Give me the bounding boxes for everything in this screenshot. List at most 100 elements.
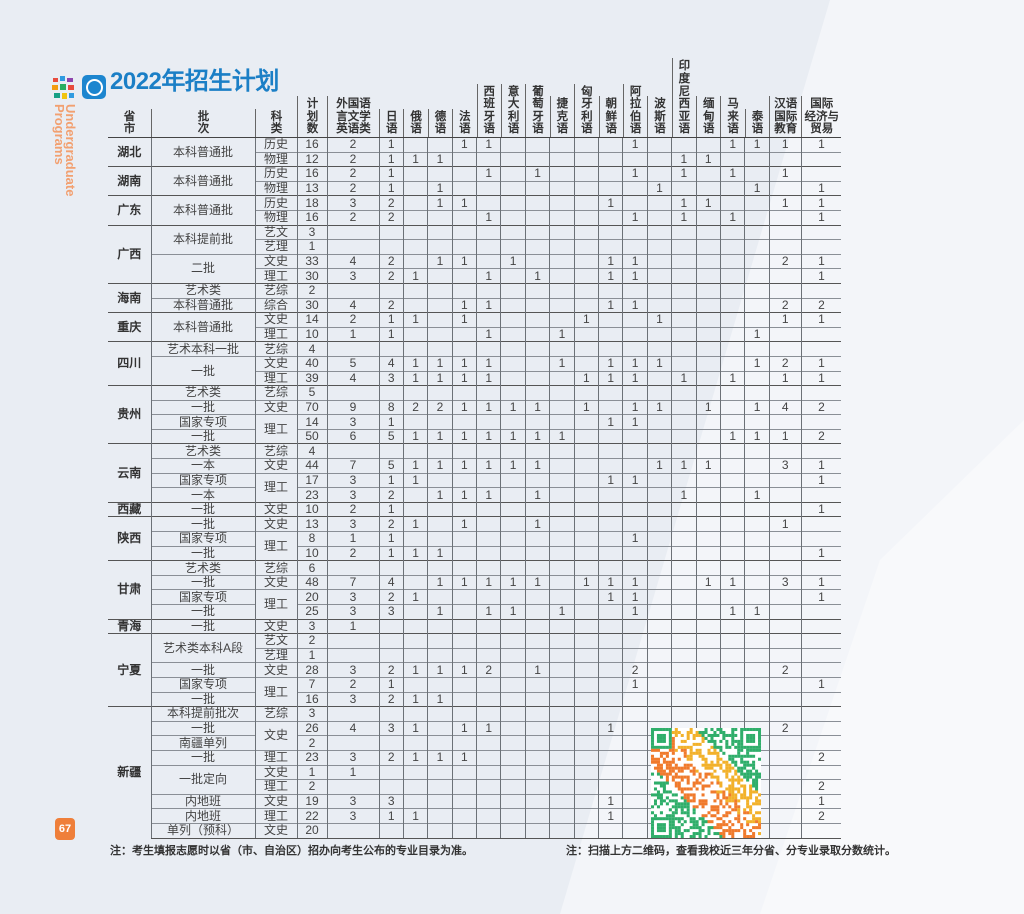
quota-cell: 1 — [719, 604, 745, 620]
quota-cell — [695, 676, 721, 693]
qr-module — [734, 787, 738, 791]
quota-cell — [671, 137, 697, 153]
quota-cell — [800, 531, 842, 547]
column-header-label: 批 次 — [151, 108, 255, 137]
qr-module — [737, 769, 741, 773]
quota-cell — [598, 647, 623, 663]
qr-module — [740, 760, 744, 764]
qr-module — [752, 784, 756, 788]
quota-cell — [695, 224, 721, 240]
quota-cell — [500, 545, 526, 561]
qr-module — [653, 814, 658, 818]
qr-module — [689, 745, 693, 749]
quota-cell — [719, 282, 745, 299]
column-header-label: 朝 鲜 语 — [598, 96, 623, 137]
quota-cell — [622, 647, 648, 663]
qr-module — [728, 733, 732, 737]
qr-module — [710, 814, 714, 818]
quota-cell — [549, 808, 575, 824]
quota-cell — [646, 370, 672, 386]
qr-module — [707, 826, 711, 830]
quota-cell — [573, 297, 599, 313]
quota-cell — [622, 239, 648, 255]
quota-cell — [768, 560, 802, 576]
quota-cell — [768, 793, 802, 809]
qr-module — [704, 784, 708, 788]
quota-cell — [744, 209, 770, 226]
quota-cell: 1 — [744, 326, 770, 342]
qr-module — [683, 805, 687, 809]
qr-module — [707, 763, 711, 767]
quota-cell — [524, 297, 550, 313]
qr-code[interactable] — [651, 728, 761, 838]
quota-cell — [402, 560, 428, 576]
quota-cell — [451, 531, 477, 547]
qr-module — [668, 736, 672, 740]
quota-cell: 1 — [524, 268, 550, 284]
qr-module — [656, 805, 660, 809]
quota-cell — [451, 764, 477, 780]
qr-module — [758, 757, 761, 761]
qr-module — [674, 811, 678, 815]
qr-module — [689, 728, 693, 732]
quota-cell — [500, 166, 526, 182]
quota-cell — [744, 414, 770, 430]
table-row: 二批 文史 33 4 2 1 1 1 1 1 2 1 — [108, 253, 842, 284]
quota-cell: 1 — [744, 487, 770, 503]
qr-module — [749, 775, 753, 779]
qr-module — [668, 790, 672, 794]
quota-cell — [573, 458, 599, 474]
quota-cell — [671, 399, 697, 415]
qr-module — [665, 802, 669, 806]
qr-module — [659, 793, 663, 797]
qr-module — [731, 835, 735, 838]
qr-module — [722, 829, 726, 833]
quota-cell — [451, 676, 477, 693]
quota-cell: 1 — [402, 458, 428, 474]
quota-cell: 1 — [800, 180, 842, 196]
quota-cell — [719, 297, 745, 313]
quota-cell: 2 — [800, 399, 842, 415]
qr-module — [689, 757, 693, 761]
plan-total-cell: 13 — [296, 180, 327, 196]
quota-cell — [695, 428, 721, 444]
quota-cell — [427, 268, 453, 284]
column-header: 省 市 — [108, 55, 151, 138]
table-row: 宁夏 艺术类本科A段 艺文 2 — [108, 633, 842, 707]
quota-cell — [744, 545, 770, 561]
qr-module — [651, 832, 655, 836]
qr-module — [737, 766, 741, 770]
quota-cell: 1 — [598, 297, 623, 313]
qr-module — [731, 775, 735, 779]
qr-module — [651, 742, 655, 746]
batch-cell: 国家专项 — [150, 414, 255, 430]
quota-cell — [500, 720, 526, 736]
quota-cell — [500, 749, 526, 766]
qr-module — [680, 733, 684, 737]
qr-module — [653, 757, 658, 761]
quota-cell — [500, 180, 526, 196]
qr-module — [695, 826, 699, 830]
quota-cell — [476, 224, 501, 240]
qr-module — [698, 826, 702, 830]
plan-total-cell: 23 — [296, 749, 327, 766]
qr-module — [665, 745, 669, 749]
quota-cell — [378, 647, 404, 663]
quota-cell: 1 — [427, 604, 453, 620]
plan-total-cell: 2 — [296, 282, 327, 299]
qr-module — [716, 763, 720, 767]
quota-cell — [573, 282, 599, 299]
quota-cell — [500, 239, 526, 255]
qr-module — [743, 787, 747, 791]
qr-module — [668, 808, 672, 812]
quota-cell — [524, 822, 550, 839]
quota-cell — [800, 633, 842, 649]
quota-cell: 1 — [800, 253, 842, 269]
qr-module — [662, 757, 666, 761]
column-header-label: 法 语 — [452, 108, 476, 137]
quota-cell — [427, 239, 453, 255]
qr-module — [725, 745, 729, 749]
quota-cell: 3 — [768, 574, 802, 590]
quota-cell: 1 — [402, 355, 428, 371]
quota-cell — [695, 501, 721, 517]
